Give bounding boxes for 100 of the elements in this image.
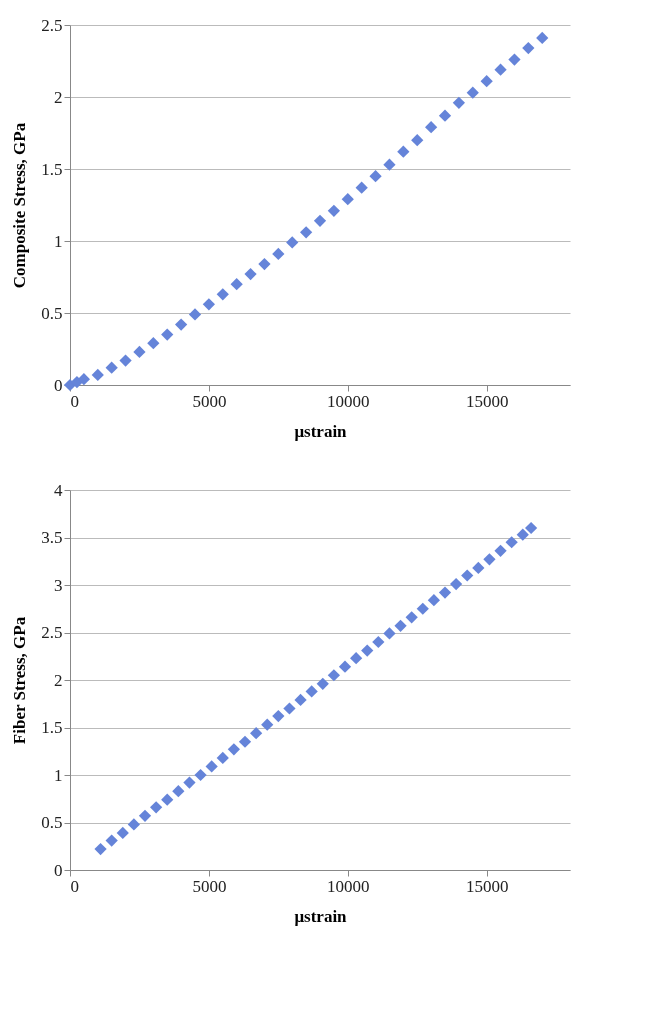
x-tick-label: 5000 [192, 391, 227, 411]
point [138, 809, 152, 822]
point [516, 528, 529, 541]
point [449, 577, 463, 591]
y-tick-label: 2 [54, 670, 63, 690]
point [127, 818, 141, 831]
point [116, 826, 129, 840]
y-tick-label: 1 [54, 231, 63, 251]
point [174, 318, 188, 331]
point [244, 268, 257, 281]
point [272, 709, 285, 723]
y-axis-title: Composite Stress, GPa [10, 122, 30, 289]
point [172, 785, 185, 798]
point [77, 373, 91, 386]
y-tick-label: 1.5 [41, 718, 63, 737]
point [355, 181, 368, 194]
y-tick-label: 1.5 [41, 159, 63, 179]
y-tick-label: 3.5 [41, 528, 63, 547]
point [305, 685, 318, 698]
point [227, 743, 241, 756]
point [133, 345, 146, 358]
point [188, 308, 202, 321]
point [161, 793, 174, 806]
y-tick-label: 1 [54, 765, 63, 785]
point [119, 354, 132, 367]
point [149, 801, 163, 814]
point [230, 278, 243, 291]
point [272, 247, 285, 261]
point [536, 31, 549, 45]
point [505, 536, 518, 549]
y-tick-label: 0.5 [41, 303, 63, 323]
y-tick-label: 2 [54, 87, 63, 107]
point [522, 41, 535, 55]
point [472, 561, 485, 575]
y-tick-label: 4 [54, 480, 63, 500]
point [202, 298, 216, 311]
point [338, 660, 352, 673]
y-tick-label: 2.5 [41, 623, 63, 642]
point [397, 145, 410, 158]
x-axis-title: μstrain [294, 421, 348, 441]
point [161, 328, 174, 341]
point [216, 288, 229, 301]
x-tick-label: 10000 [327, 391, 370, 411]
point [183, 776, 196, 789]
point [394, 619, 407, 632]
y-tick-label: 0 [54, 375, 63, 395]
point [105, 834, 118, 847]
point [427, 594, 441, 607]
point [94, 842, 107, 856]
point [238, 735, 252, 748]
y-tick-label: 2.5 [41, 15, 63, 35]
point [438, 109, 452, 122]
point [147, 337, 160, 350]
point [508, 53, 521, 66]
point [316, 677, 329, 690]
point [383, 627, 396, 640]
point [91, 368, 104, 382]
point [372, 635, 385, 649]
x-tick-label: 10000 [327, 876, 370, 896]
point [494, 544, 507, 557]
point [341, 193, 354, 206]
x-tick-label: 5000 [192, 876, 227, 896]
point [194, 768, 207, 782]
point [524, 521, 538, 535]
point [361, 644, 374, 657]
point [261, 718, 274, 731]
x-axis-title: μstrain [294, 906, 348, 926]
x-tick-label: 15000 [465, 391, 509, 411]
point [466, 86, 479, 99]
point [283, 702, 296, 715]
y-tick-label: 0 [54, 860, 63, 880]
y-tick-label: 0.5 [41, 813, 63, 832]
point [383, 158, 396, 171]
point [258, 257, 271, 271]
y-tick-label: 3 [54, 575, 63, 595]
point [249, 727, 263, 740]
point [369, 170, 382, 183]
point [416, 602, 429, 615]
point [411, 134, 424, 147]
point [405, 611, 418, 624]
point [483, 553, 496, 566]
point [461, 569, 474, 582]
point [286, 236, 299, 249]
x-tick-label: 0 [70, 391, 79, 411]
point [327, 204, 341, 217]
point [494, 63, 507, 76]
point [349, 652, 363, 665]
point [299, 226, 313, 239]
point [327, 669, 341, 682]
point [216, 751, 229, 765]
y-axis-title: Fiber Stress, GPa [10, 616, 30, 745]
point [205, 760, 218, 773]
point [105, 361, 118, 374]
point [438, 586, 452, 599]
point [452, 96, 466, 109]
x-tick-label: 15000 [465, 876, 509, 896]
x-tick-label: 0 [70, 876, 79, 896]
point [313, 214, 327, 227]
point [480, 75, 493, 88]
point [294, 693, 307, 707]
